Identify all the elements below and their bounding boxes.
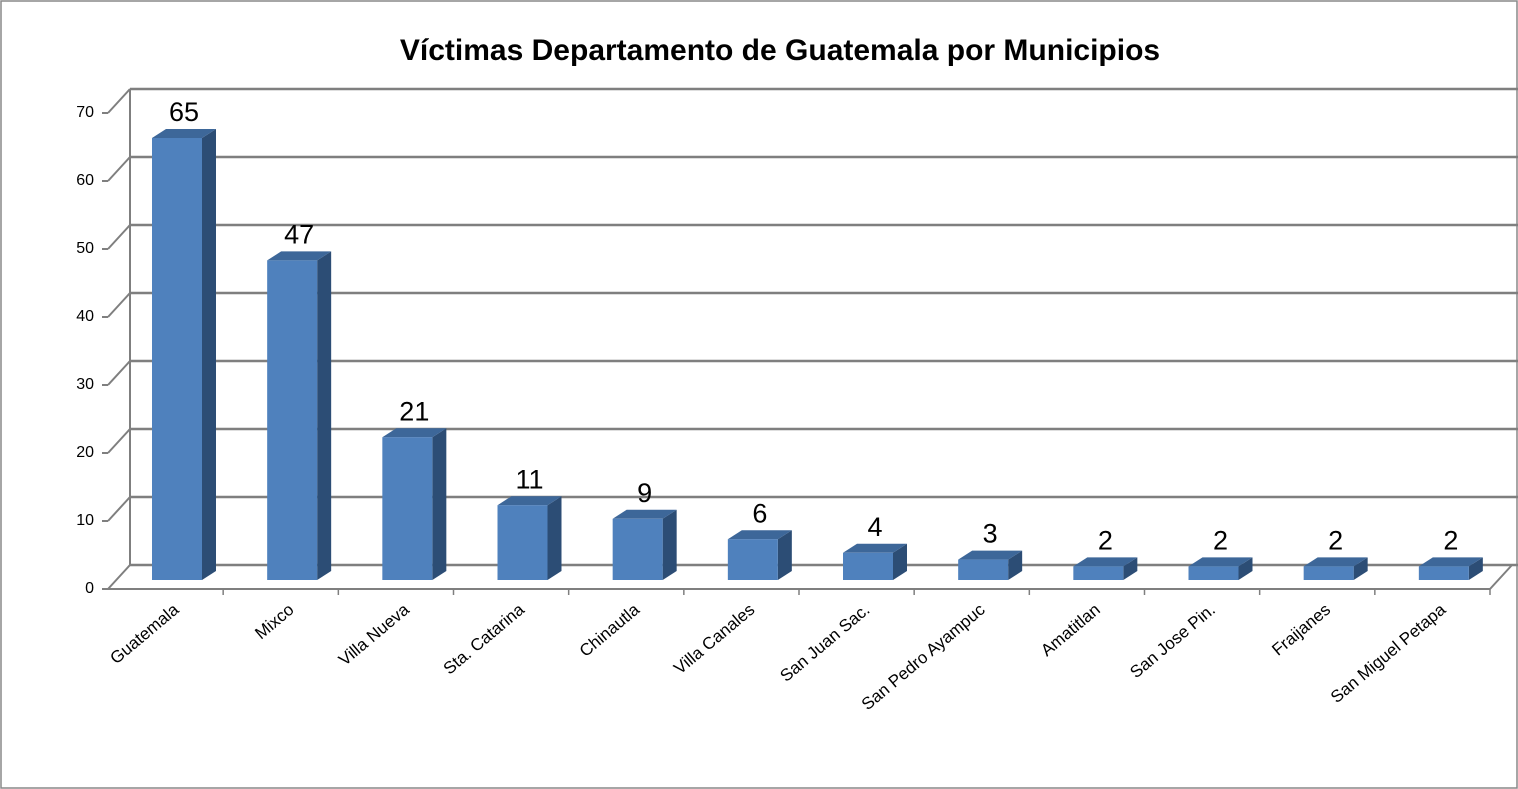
bar-top (1418, 557, 1483, 567)
bar-side (547, 496, 562, 580)
bar-side (662, 509, 677, 580)
wall-tick (107, 88, 131, 114)
y-tick-label: 40 (76, 308, 94, 325)
y-tick-label: 30 (76, 376, 94, 393)
bar (1418, 566, 1469, 580)
bar-side (1468, 557, 1483, 580)
value-label: 2 (1443, 526, 1458, 556)
bar-top (497, 496, 562, 506)
value-label: 2 (1213, 526, 1228, 556)
floor-right (1489, 564, 1513, 590)
wall-tick (107, 156, 131, 182)
wall-tick (107, 428, 131, 454)
bar-side (1008, 550, 1023, 580)
wall-tick (107, 292, 131, 318)
bar (152, 138, 202, 580)
value-label: 47 (284, 220, 314, 250)
y-tick-label: 10 (76, 512, 94, 529)
value-label: 11 (515, 464, 543, 494)
wall-tick (107, 564, 131, 590)
chart-title: Víctimas Departamento de Guatemala por M… (400, 34, 1160, 67)
wall-tick (107, 360, 131, 386)
bar (727, 539, 778, 580)
bar-top (152, 129, 216, 138)
bar-top (382, 428, 447, 438)
y-tick-label: 50 (76, 240, 94, 257)
bar-top (958, 550, 1023, 560)
bar (1188, 566, 1239, 580)
bar-side (777, 530, 792, 580)
bar-top (612, 509, 677, 519)
bar-side (1353, 557, 1368, 580)
y-tick-label: 20 (76, 444, 94, 461)
bar (958, 559, 1009, 580)
bar-side (202, 129, 216, 580)
bar-top (267, 251, 332, 261)
value-label: 4 (867, 512, 882, 542)
bar (267, 260, 318, 580)
bar (382, 437, 433, 580)
bar-top (843, 543, 907, 553)
value-label: 6 (752, 498, 767, 528)
value-label: 65 (169, 97, 199, 127)
bar-top (727, 530, 792, 540)
value-label: 2 (1098, 526, 1113, 556)
value-label: 2 (1328, 526, 1343, 556)
bar (1303, 566, 1354, 580)
value-label: 21 (399, 396, 429, 426)
bar (843, 552, 893, 580)
bar-side (432, 428, 447, 580)
y-tick-label: 60 (76, 172, 94, 189)
bar-side (1238, 557, 1253, 580)
wall-tick (107, 224, 131, 250)
bar-top (1073, 557, 1138, 567)
bar-side (317, 251, 332, 580)
y-tick-label: 70 (76, 104, 94, 121)
y-tick-label: 0 (85, 580, 94, 597)
bar (1073, 566, 1124, 580)
bar (612, 518, 663, 580)
bar-side (1123, 557, 1138, 580)
bar (497, 505, 548, 580)
value-label: 9 (637, 478, 652, 508)
bar-top (1188, 557, 1253, 567)
bar-top (1303, 557, 1368, 567)
wall-tick (107, 496, 131, 522)
bar-side (893, 543, 907, 580)
value-label: 3 (983, 519, 998, 549)
